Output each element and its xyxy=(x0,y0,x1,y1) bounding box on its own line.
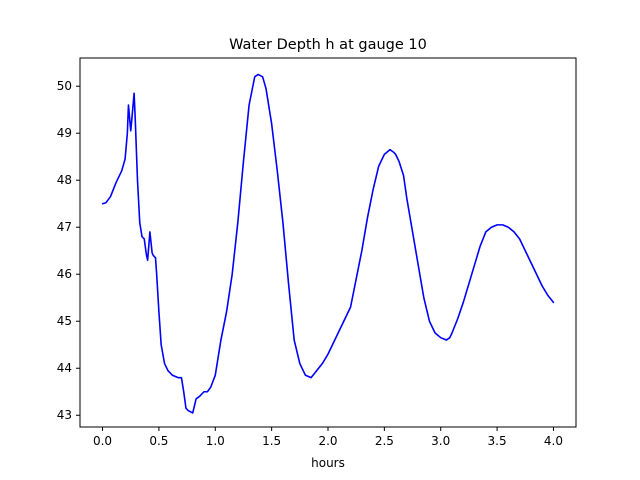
x-axis-label: hours xyxy=(311,456,345,470)
plot-frame xyxy=(79,57,577,428)
y-tick-label: 47 xyxy=(57,220,72,234)
x-tick-label: 0.0 xyxy=(93,434,112,448)
y-tick-label: 48 xyxy=(57,173,72,187)
x-axis-ticks: 0.0 0.5 1.0 1.5 2.0 2.5 3.0 3.5 4.0 xyxy=(93,427,563,448)
series-line-0 xyxy=(101,73,555,414)
x-tick-label: 2.5 xyxy=(375,434,394,448)
x-tick-label: 2.0 xyxy=(318,434,337,448)
y-tick-label: 50 xyxy=(57,79,72,93)
x-tick-label: 3.5 xyxy=(488,434,507,448)
x-tick-label: 4.0 xyxy=(544,434,563,448)
x-tick-label: 1.0 xyxy=(206,434,225,448)
chart-title: Water Depth h at gauge 10 xyxy=(229,37,427,53)
y-tick-label: 49 xyxy=(57,126,72,140)
y-axis-ticks: 43 44 45 46 47 48 49 50 xyxy=(57,79,80,422)
series-layer xyxy=(101,73,555,414)
y-tick-label: 46 xyxy=(57,267,72,281)
x-tick-label: 1.5 xyxy=(262,434,281,448)
y-tick-label: 44 xyxy=(57,361,72,375)
y-tick-label: 43 xyxy=(57,408,72,422)
y-tick-label: 45 xyxy=(57,314,72,328)
x-tick-label: 3.0 xyxy=(431,434,450,448)
x-tick-label: 0.5 xyxy=(149,434,168,448)
